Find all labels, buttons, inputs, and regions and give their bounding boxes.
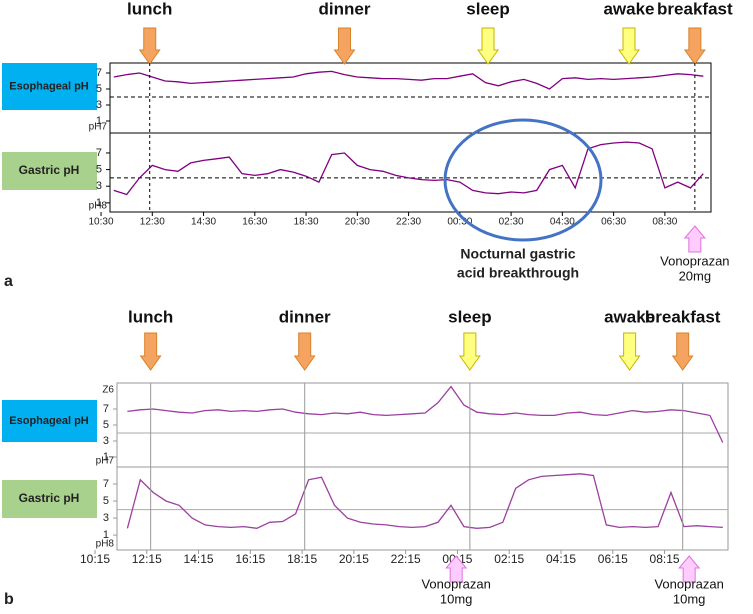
y-tick-label: 5	[103, 495, 109, 507]
dose-arrow	[445, 555, 468, 583]
x-tick-label: 06:30	[601, 217, 626, 228]
dose-label: Vonoprazan	[654, 576, 723, 591]
event-label: lunch	[128, 307, 173, 326]
event-arrow	[618, 27, 640, 65]
dose-label: 10mg	[673, 591, 706, 606]
y-tick-label: 5	[96, 83, 102, 95]
dose-label: 20mg	[679, 268, 712, 283]
ph-trace	[126, 473, 723, 529]
x-tick-label: 10:15	[80, 552, 110, 566]
y-tick-label: 5	[96, 163, 102, 175]
y-tick-label: 1	[96, 197, 102, 209]
x-tick-label: 08:30	[652, 217, 677, 228]
x-tick-label: 06:15	[598, 552, 628, 566]
y-tick-label: 1	[96, 115, 102, 127]
y-tick-label: 7	[96, 67, 102, 79]
event-arrow	[333, 27, 356, 65]
x-tick-label: 04:30	[550, 217, 575, 228]
plot-frame	[116, 382, 729, 468]
annotation: acid breakthrough	[457, 265, 579, 281]
x-tick-label: 14:30	[191, 217, 216, 228]
event-label: lunch	[127, 0, 172, 18]
x-tick-label: 10:30	[89, 217, 114, 228]
event-label: awake	[604, 307, 655, 326]
y-label: Gastric pH	[19, 491, 80, 505]
event-label: sleep	[448, 307, 491, 326]
event-label: awake	[603, 0, 654, 18]
top-label: Z6	[102, 385, 114, 396]
breakthrough-ellipse	[443, 118, 603, 242]
event-label: breakfast	[657, 0, 733, 18]
y-label-box	[2, 400, 97, 442]
plot-frame	[109, 132, 712, 213]
dose-arrow	[678, 555, 701, 583]
ph-trace	[127, 385, 724, 443]
x-tick-label: 00:30	[447, 217, 472, 228]
channel-label: pH8	[89, 201, 108, 212]
x-tick-label: 02:30	[499, 217, 524, 228]
y-tick-label: 5	[103, 419, 109, 431]
dose-label: 10mg	[440, 591, 473, 606]
plot-frame	[116, 466, 729, 551]
x-tick-label: 18:30	[294, 217, 319, 228]
channel-label: pH7	[96, 456, 115, 467]
x-tick-label: 12:15	[132, 552, 162, 566]
event-arrow	[139, 332, 162, 371]
event-arrow	[618, 332, 641, 371]
y-tick-label: 3	[103, 512, 109, 524]
channel-label: pH7	[89, 122, 108, 133]
x-tick-label: 04:15	[546, 552, 576, 566]
x-tick-label: 16:30	[242, 217, 267, 228]
annotation: Nocturnal gastric	[460, 246, 575, 262]
x-tick-label: 08:15	[650, 552, 680, 566]
event-label: dinner	[279, 307, 331, 326]
event-label: sleep	[466, 0, 509, 18]
channel-label: pH8	[96, 539, 115, 550]
dose-label: Vonoprazan	[660, 253, 729, 268]
x-tick-label: 22:30	[396, 217, 421, 228]
x-tick-label: 22:15	[391, 552, 421, 566]
y-tick-label: 3	[103, 435, 109, 447]
y-tick-label: 3	[96, 99, 102, 111]
y-label-box	[2, 152, 97, 190]
y-tick-label: 3	[96, 180, 102, 192]
panel-letter: a	[4, 273, 13, 290]
y-label: Esophageal pH	[9, 80, 89, 92]
x-tick-label: 16:15	[235, 552, 265, 566]
event-arrow	[138, 27, 161, 65]
plot-frame	[109, 62, 712, 134]
x-tick-label: 20:30	[345, 217, 370, 228]
event-label: dinner	[319, 0, 371, 18]
x-tick-label: 14:15	[184, 552, 214, 566]
y-label-box	[2, 480, 97, 518]
y-tick-label: 7	[96, 147, 102, 159]
ph-trace	[113, 70, 704, 90]
event-arrow	[671, 332, 694, 371]
dose-arrow	[683, 225, 706, 253]
event-arrow	[683, 27, 706, 65]
panel-letter: b	[4, 591, 14, 608]
event-label: breakfast	[645, 307, 721, 326]
y-label-box	[2, 63, 97, 110]
x-tick-label: 18:15	[287, 552, 317, 566]
y-label: Esophageal pH	[9, 415, 89, 427]
x-tick-label: 02:15	[494, 552, 524, 566]
y-label: Gastric pH	[19, 163, 80, 177]
x-tick-label: 20:15	[339, 552, 369, 566]
event-arrow	[477, 27, 499, 65]
x-tick-label: 12:30	[140, 217, 165, 228]
event-arrow	[458, 332, 481, 371]
event-arrow	[293, 332, 316, 371]
y-tick-label: 7	[103, 478, 109, 490]
dose-label: Vonoprazan	[421, 576, 490, 591]
y-tick-label: 7	[103, 403, 109, 415]
y-tick-label: 1	[103, 451, 109, 463]
y-tick-label: 1	[103, 529, 109, 541]
ph-trace	[113, 141, 704, 196]
